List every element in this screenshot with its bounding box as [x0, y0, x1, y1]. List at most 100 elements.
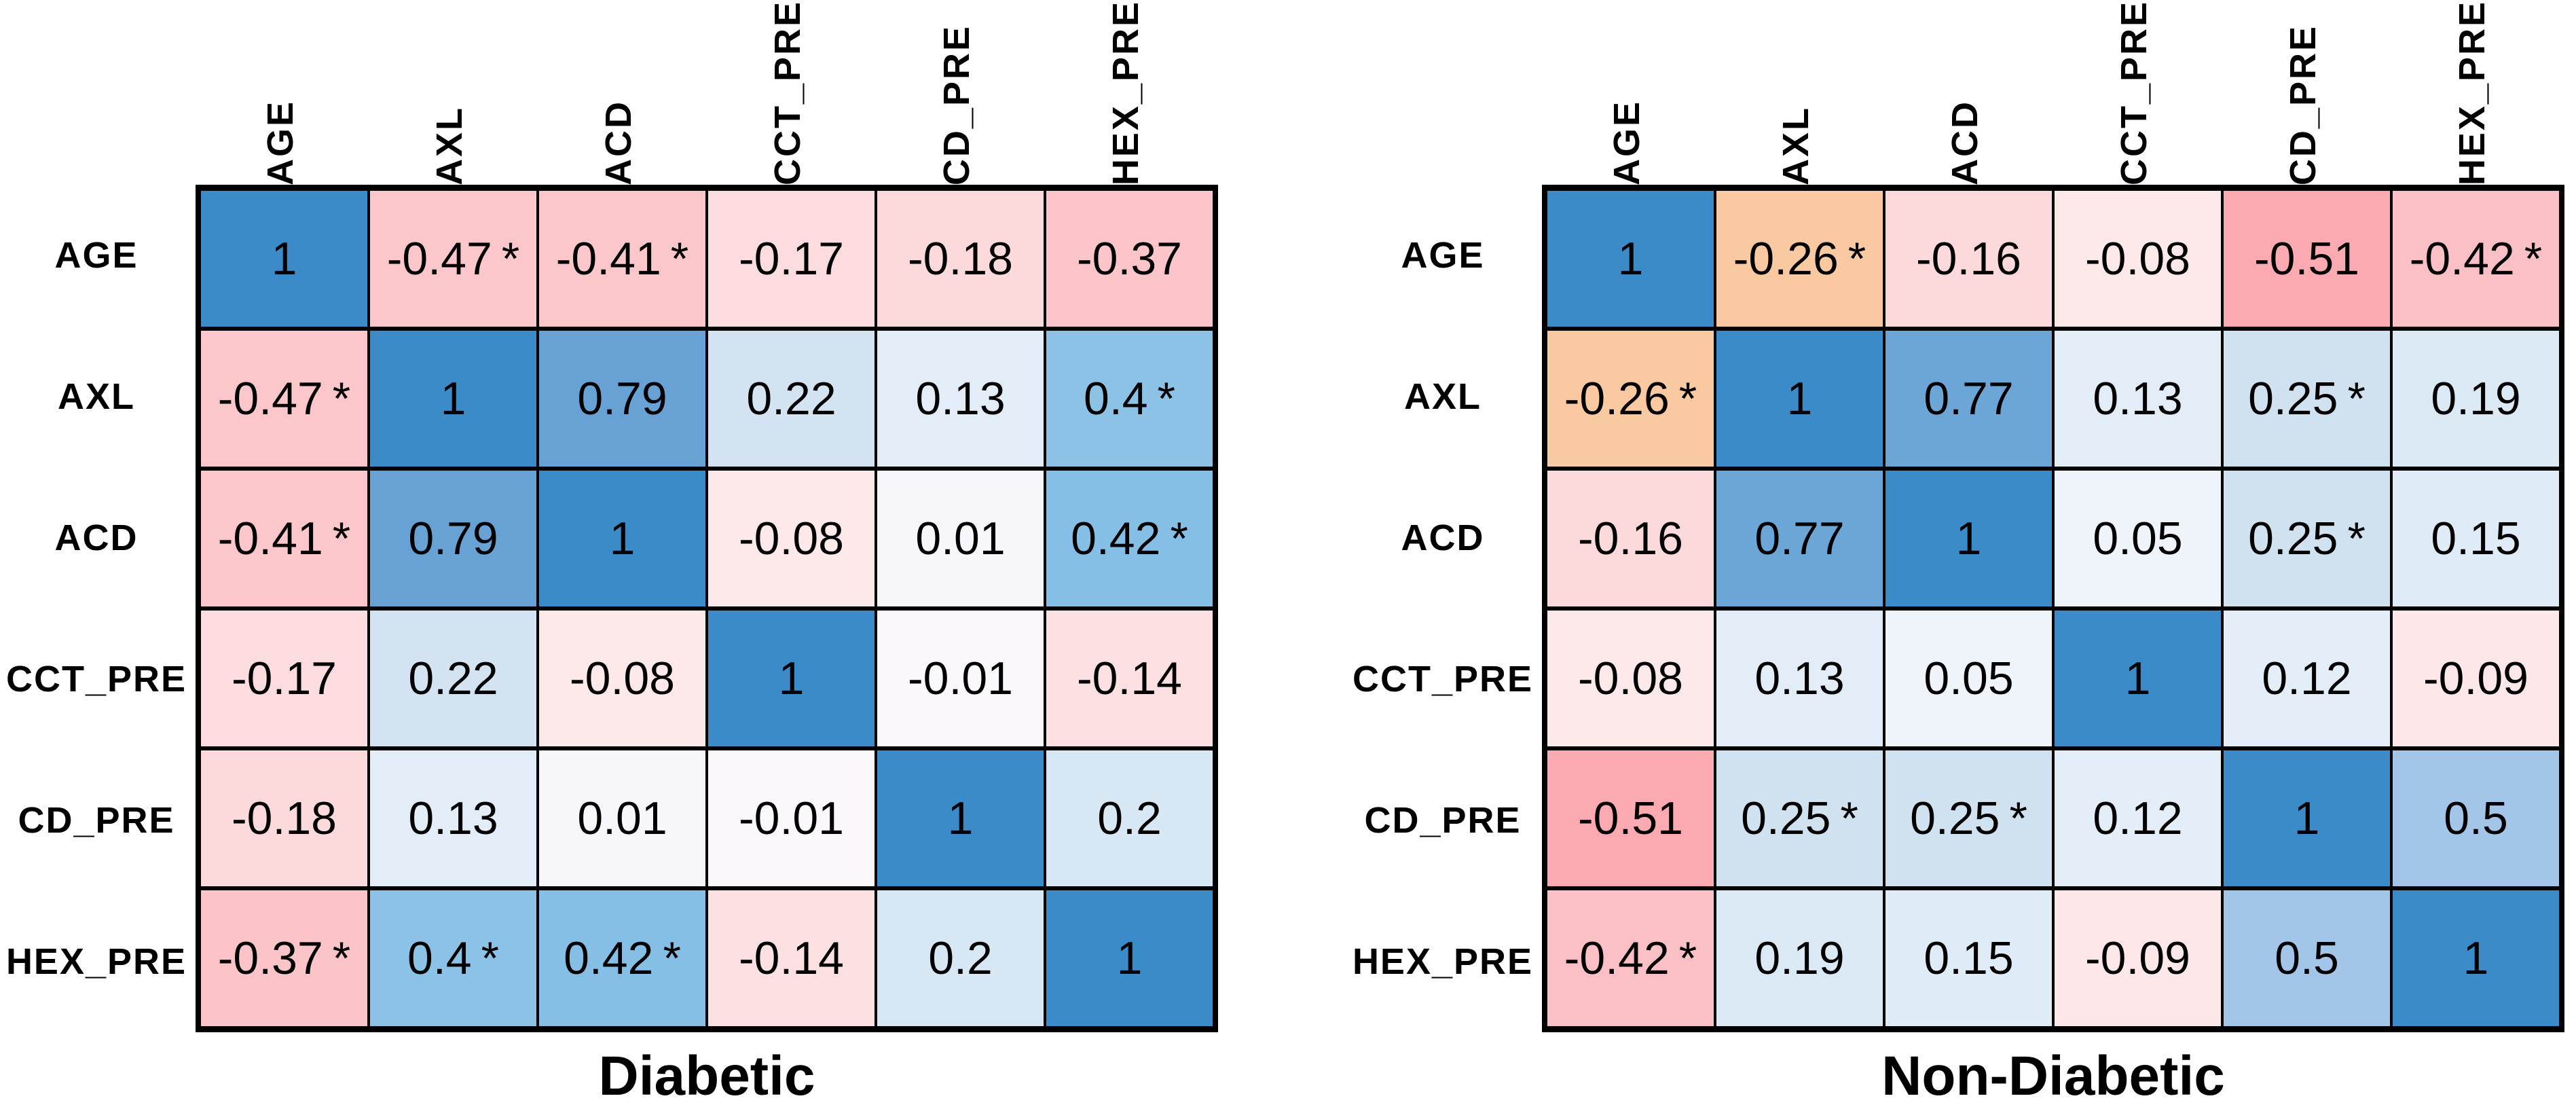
correlation-cell: 0.05: [1884, 608, 2053, 748]
correlation-cell: 0.2: [1045, 748, 1214, 888]
row-labels: AGE AXL ACD CCT_PRE CD_PRE HEX_PRE: [0, 185, 193, 1032]
significance-star: *: [2009, 793, 2027, 844]
correlation-cell: -0.47 *: [200, 329, 369, 469]
correlation-cell: 0.77: [1715, 469, 1884, 608]
row-label-age: AGE: [1401, 235, 1485, 276]
correlation-cell: 0.5: [2222, 888, 2391, 1028]
correlation-cell: -0.18: [200, 748, 369, 888]
col-header-axl: AXL: [1775, 106, 1816, 186]
significance-star: *: [2524, 233, 2543, 285]
correlation-cell: -0.01: [707, 748, 876, 888]
correlation-cell: -0.08: [2053, 189, 2222, 329]
row-label-age: AGE: [54, 235, 139, 276]
significance-star: *: [1678, 932, 1697, 984]
significance-star: *: [1157, 373, 1175, 424]
correlation-cell: -0.16: [1884, 189, 2053, 329]
correlation-cell: 0.4 *: [1045, 329, 1214, 469]
col-header-cct_pre: CCT_PRE: [2113, 0, 2154, 186]
significance-star: *: [1170, 513, 1188, 564]
correlation-cell: -0.26 *: [1715, 189, 1884, 329]
row-label-hex_pre: HEX_PRE: [5, 941, 187, 982]
correlation-cell: -0.08: [707, 469, 876, 608]
row-label-acd: ACD: [1401, 517, 1485, 558]
correlation-cell: 0.25 *: [1884, 748, 2053, 888]
correlation-cell: 0.19: [2391, 329, 2560, 469]
correlation-cell: -0.51: [2222, 189, 2391, 329]
col-header-hex_pre: HEX_PRE: [2451, 0, 2492, 186]
correlation-cell: -0.41 *: [200, 469, 369, 608]
correlation-cell: 1: [538, 469, 707, 608]
col-header-age: AGE: [1606, 100, 1647, 186]
col-header-cct_pre: CCT_PRE: [767, 0, 808, 186]
col-header-acd: ACD: [1944, 100, 1985, 186]
correlation-cell: 1: [1715, 329, 1884, 469]
correlation-cell: -0.42 *: [1546, 888, 1715, 1028]
correlation-cell: -0.17: [200, 608, 369, 748]
correlation-cell: 1: [1045, 888, 1214, 1028]
correlation-cell: 0.13: [369, 748, 538, 888]
correlation-cell: 1: [2391, 888, 2560, 1028]
panel-title: Non-Diabetic: [1881, 1045, 2225, 1107]
row-label-cd_pre: CD_PRE: [18, 800, 175, 841]
correlation-cell: -0.01: [876, 608, 1045, 748]
correlation-cell: 0.22: [707, 329, 876, 469]
correlation-cell: -0.18: [876, 189, 1045, 329]
significance-star: *: [332, 932, 351, 984]
diabetic-heatmap-panel: AGE AXL ACD CCT_PRE CD_PRE HEX_PRE AGE AXL ACD C…: [0, 0, 1222, 1109]
row-label-cct_pre: CCT_PRE: [5, 659, 187, 699]
correlation-cell: 0.01: [538, 748, 707, 888]
col-header-age: AGE: [259, 100, 301, 186]
significance-star: *: [332, 373, 351, 424]
correlation-cell: 0.15: [1884, 888, 2053, 1028]
row-label-axl: AXL: [1404, 376, 1482, 417]
correlation-cell: 0.05: [2053, 469, 2222, 608]
row-label-hex_pre: HEX_PRE: [1352, 941, 1534, 982]
row-labels: AGE AXL ACD CCT_PRE CD_PRE HEX_PRE: [1346, 185, 1539, 1032]
correlation-cell: -0.09: [2053, 888, 2222, 1028]
correlation-cell: 1: [2222, 748, 2391, 888]
correlation-matrix: 1 -0.47 * -0.41 * -0.17 -0.18 -0.37 -0.47 * 1 0.79 0…: [196, 185, 1218, 1032]
correlation-cell: -0.09: [2391, 608, 2560, 748]
correlation-cell: -0.42 *: [2391, 189, 2560, 329]
col-header-acd: ACD: [597, 100, 639, 186]
correlation-cell: 0.12: [2053, 748, 2222, 888]
col-header-cd_pre: CD_PRE: [936, 24, 977, 186]
significance-star: *: [481, 932, 499, 984]
significance-star: *: [1840, 793, 1858, 844]
col-header-axl: AXL: [428, 106, 470, 186]
row-label-acd: ACD: [54, 517, 139, 558]
correlation-cell: 0.42 *: [538, 888, 707, 1028]
correlation-cell: 1: [1884, 469, 2053, 608]
correlation-cell: -0.37 *: [200, 888, 369, 1028]
correlation-cell: -0.16: [1546, 469, 1715, 608]
row-label-cct_pre: CCT_PRE: [1352, 659, 1534, 699]
correlation-cell: -0.14: [1045, 608, 1214, 748]
significance-star: *: [501, 233, 520, 285]
correlation-cell: 0.13: [2053, 329, 2222, 469]
matrix-grid: 1 -0.47 * -0.41 * -0.17 -0.18 -0.37 -0.47 * 1 0.79 0…: [200, 189, 1214, 1028]
correlation-cell: -0.08: [538, 608, 707, 748]
correlation-cell: 0.01: [876, 469, 1045, 608]
correlation-cell: 1: [369, 329, 538, 469]
significance-star: *: [663, 932, 681, 984]
correlation-cell: -0.51: [1546, 748, 1715, 888]
row-label-axl: AXL: [58, 376, 135, 417]
correlation-cell: 0.25 *: [2222, 329, 2391, 469]
correlation-cell: 0.79: [538, 329, 707, 469]
correlation-cell: 0.25 *: [1715, 748, 1884, 888]
correlation-cell: 0.19: [1715, 888, 1884, 1028]
significance-star: *: [332, 513, 351, 564]
panel-title: Diabetic: [598, 1045, 815, 1107]
significance-star: *: [2347, 513, 2366, 564]
correlation-cell: 0.77: [1884, 329, 2053, 469]
correlation-cell: 0.13: [1715, 608, 1884, 748]
correlation-cell: 1: [876, 748, 1045, 888]
correlation-cell: -0.47 *: [369, 189, 538, 329]
col-header-hex_pre: HEX_PRE: [1105, 0, 1146, 186]
significance-star: *: [670, 233, 689, 285]
significance-star: *: [2347, 373, 2366, 424]
row-label-cd_pre: CD_PRE: [1364, 800, 1522, 841]
correlation-cell: 1: [1546, 189, 1715, 329]
correlation-cell: 0.13: [876, 329, 1045, 469]
correlation-cell: 0.25 *: [2222, 469, 2391, 608]
